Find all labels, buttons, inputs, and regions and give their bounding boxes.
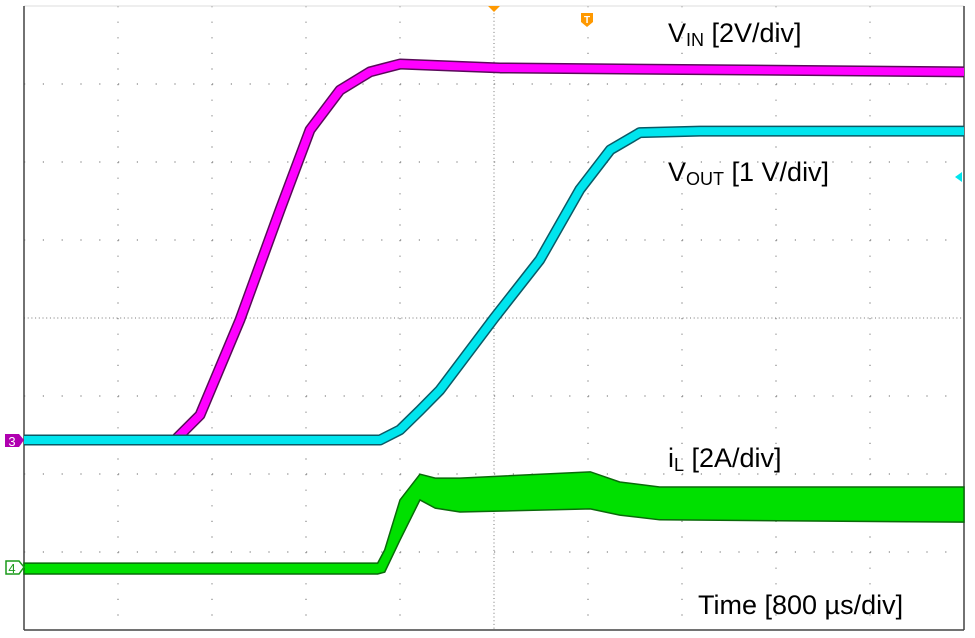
trigger-position-icon bbox=[488, 6, 500, 12]
channel-3-number: 3 bbox=[8, 434, 15, 449]
traces bbox=[23, 58, 965, 575]
channel-3-tag bbox=[5, 434, 24, 447]
markers: 3 4 T bbox=[5, 6, 962, 576]
vin-label: VIN [2V/div] bbox=[668, 18, 802, 50]
trigger-tag bbox=[581, 13, 593, 27]
channel-4-tag bbox=[5, 560, 25, 575]
il-label: iL [2A/div] bbox=[668, 443, 782, 475]
channel-4-marker: 4 bbox=[5, 560, 25, 576]
trace-vout bbox=[24, 127, 964, 444]
trace-vin bbox=[24, 60, 965, 444]
time-scale-label: Time [800 µs/div] bbox=[698, 590, 904, 620]
vout-offset-arrow-icon bbox=[955, 172, 962, 182]
trace-il bbox=[23, 471, 965, 575]
vout-label: VOUT [1 V/div] bbox=[668, 157, 830, 189]
channel-3-marker: 3 bbox=[5, 434, 24, 449]
channel-4-number: 4 bbox=[8, 561, 15, 576]
trigger-letter: T bbox=[584, 15, 590, 26]
trigger-marker: T bbox=[581, 13, 593, 27]
